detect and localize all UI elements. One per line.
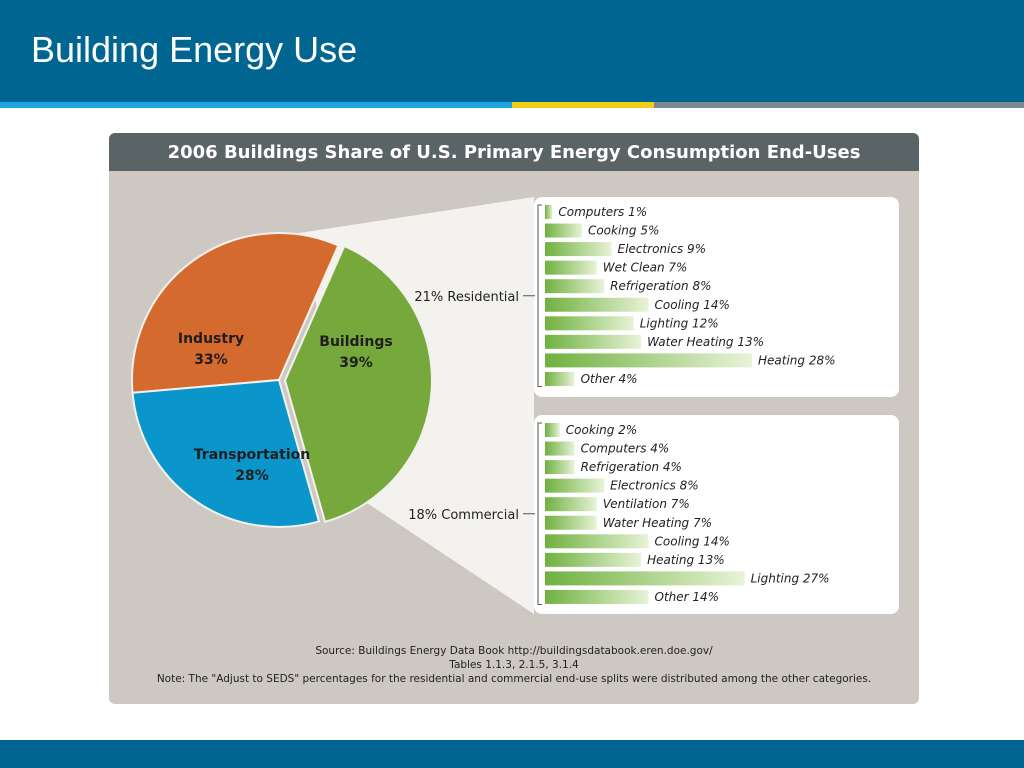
commercial-bar [545, 589, 649, 604]
commercial-bar-label: Cooling 14% [655, 534, 730, 548]
slide-footer [0, 740, 1024, 768]
commercial-group-label: 18% Commercial [408, 508, 519, 523]
commercial-bar [545, 515, 597, 530]
commercial-bar [545, 460, 575, 475]
commercial-bar [545, 571, 745, 586]
residential-group-label: 21% Residential [414, 290, 519, 305]
chart-title: 2006 Buildings Share of U.S. Primary Ene… [167, 142, 861, 163]
source-line: Source: Buildings Energy Data Book http:… [315, 645, 713, 657]
residential-bar [545, 371, 575, 386]
commercial-bar-label: Other 14% [655, 590, 720, 604]
source-note: Source: Buildings Energy Data Book http:… [109, 644, 919, 686]
chart-panel: 2006 Buildings Share of U.S. Primary Ene… [109, 133, 919, 704]
commercial-bracket [537, 422, 542, 605]
pie-label-buildings: Buildings [319, 334, 392, 350]
accent-strip-blue [0, 102, 512, 108]
commercial-bar [545, 552, 642, 567]
residential-bar [545, 297, 649, 312]
residential-bar-label: Electronics 9% [618, 242, 707, 256]
residential-bracket [537, 204, 542, 387]
residential-bar-label: Refrigeration 8% [610, 279, 711, 293]
pie-value-buildings: 39% [339, 355, 373, 371]
residential-bar-label: Cooling 14% [655, 298, 730, 312]
residential-bar [545, 279, 605, 294]
residential-bar-label: Wet Clean 7% [603, 261, 688, 275]
commercial-bar-label: Computers 4% [581, 442, 670, 456]
pie-value-industry: 33% [194, 352, 228, 368]
commercial-bar [545, 497, 597, 512]
source-note-line: Note: The "Adjust to SEDS" percentages f… [156, 673, 872, 685]
residential-bar-label: Lighting 12% [640, 316, 719, 330]
accent-strip-gray [654, 102, 1024, 108]
residential-bar-label: Heating 28% [758, 353, 836, 367]
residential-bar-label: Water Heating 13% [647, 335, 764, 349]
commercial-bar-label: Water Heating 7% [603, 516, 712, 530]
residential-bar [545, 353, 752, 368]
residential-bar [545, 316, 634, 331]
residential-bar-label: Cooking 5% [588, 224, 659, 238]
residential-bar-label: Computers 1% [558, 205, 647, 219]
commercial-bar [545, 423, 560, 437]
commercial-bar-label: Cooking 2% [566, 423, 637, 437]
pie-value-transportation: 28% [235, 468, 269, 484]
residential-bar [545, 223, 582, 238]
commercial-bar-label: Heating 13% [647, 553, 725, 567]
residential-bar [545, 205, 553, 219]
commercial-bar [545, 478, 605, 493]
commercial-bar [545, 534, 649, 549]
chart-canvas: Industry 33% Buildings 39% Transportation 28%… [131, 197, 899, 614]
slide-header [0, 0, 1024, 102]
residential-bar [545, 242, 612, 257]
pie-slice-industry [131, 232, 340, 394]
chart-title-bar [109, 133, 919, 171]
source-tables-line: Tables 1.1.3, 2.1.5, 3.1.4 [449, 659, 579, 671]
pie-slice-buildings [283, 244, 433, 524]
commercial-bar-label: Ventilation 7% [603, 497, 690, 511]
commercial-bar-label: Electronics 8% [610, 479, 699, 493]
pie-label-industry: Industry [178, 331, 244, 347]
residential-bar [545, 334, 642, 349]
residential-bar [545, 260, 597, 275]
slide-title: Building Energy Use [31, 29, 358, 70]
commercial-bar [545, 441, 575, 456]
commercial-bar-label: Refrigeration 4% [581, 460, 682, 474]
residential-bar-label: Other 4% [581, 372, 638, 386]
commercial-bar-label: Lighting 27% [751, 571, 830, 585]
pie-label-transportation: Transportation [194, 447, 310, 463]
pie-slice-transportation [131, 378, 321, 528]
accent-strip-yellow [512, 102, 654, 108]
